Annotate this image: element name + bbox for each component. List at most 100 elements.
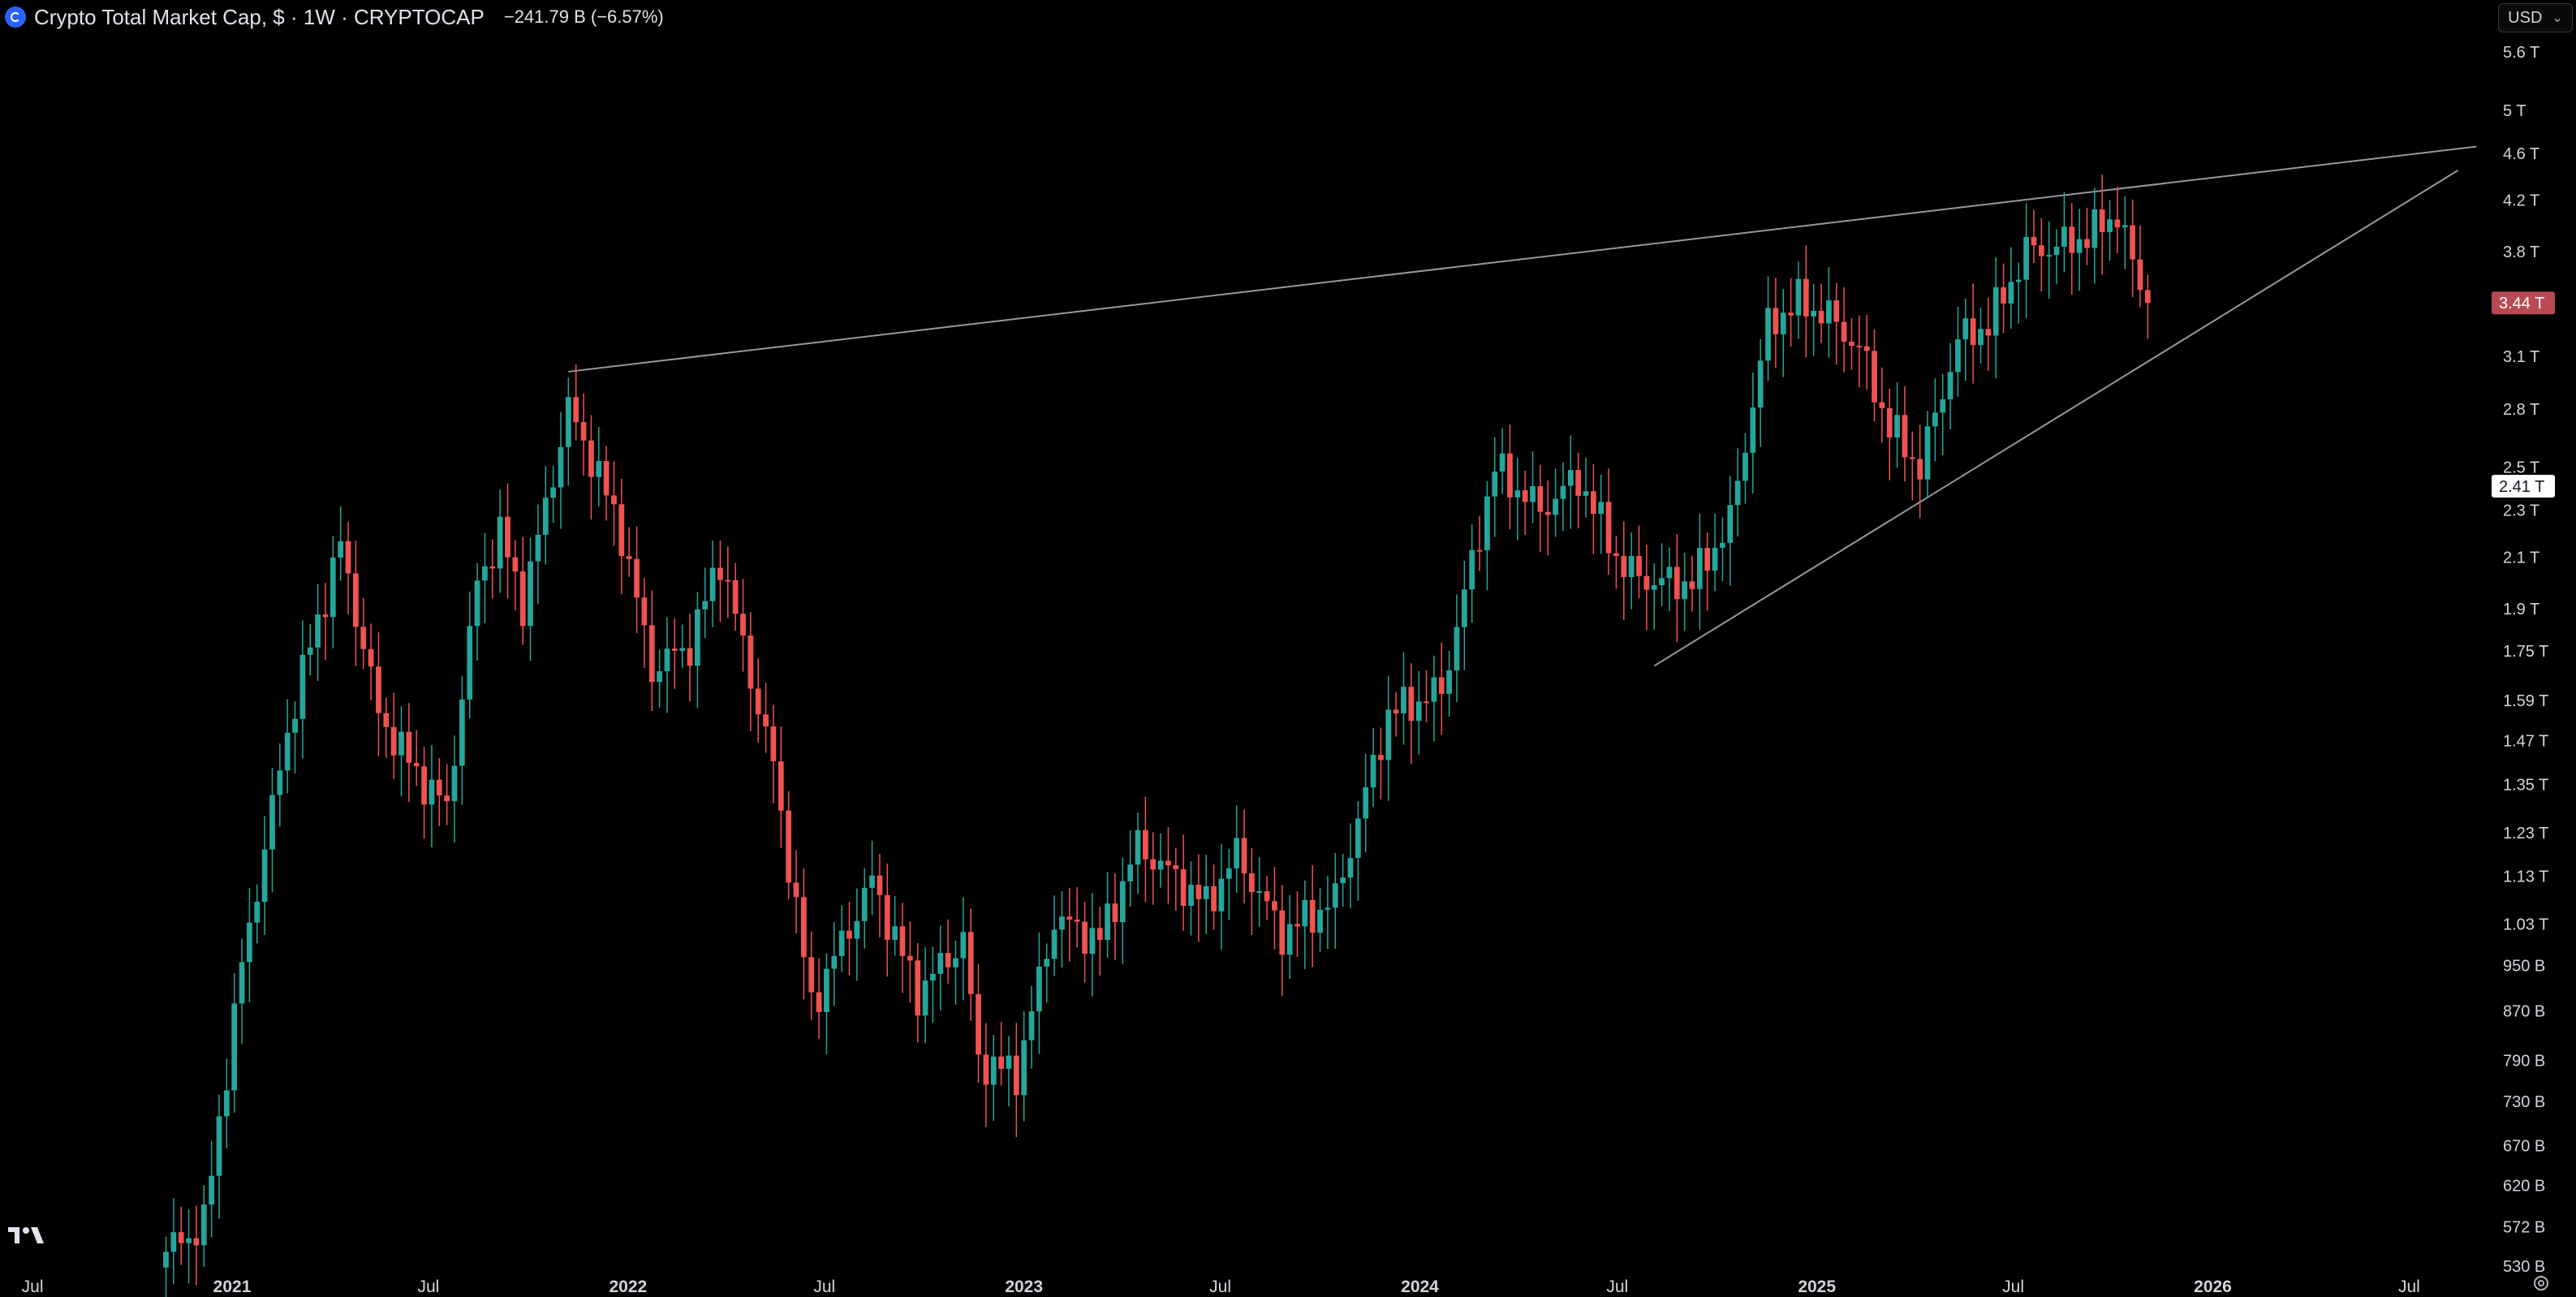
candle — [170, 1198, 177, 1285]
candle — [1066, 887, 1073, 962]
y-tick-label: 1.59 T — [2503, 692, 2548, 710]
candle — [261, 816, 268, 935]
candle — [1499, 428, 1506, 494]
candle — [2122, 196, 2128, 269]
candle — [1553, 468, 1558, 537]
candle — [778, 726, 784, 848]
candle — [626, 527, 632, 577]
y-tick-label: 530 B — [2503, 1258, 2545, 1276]
candle — [1089, 893, 1096, 997]
candle — [307, 623, 313, 675]
candle — [1947, 343, 1954, 429]
candle — [2031, 209, 2037, 264]
candle — [1757, 338, 1764, 447]
candle — [2137, 225, 2143, 308]
candle — [565, 377, 571, 486]
price-axis[interactable]: 530 B 572 B 620 B 670 B 730 B 790 B 870 B 950 B… — [2492, 44, 2555, 1276]
x-tick-label: 2022 — [609, 1278, 647, 1296]
candle — [1279, 885, 1286, 997]
y-tick-label: 2.5 T — [2503, 459, 2539, 477]
candle — [1051, 895, 1058, 976]
x-tick-label: Jul — [1606, 1278, 1628, 1296]
candle — [1363, 753, 1369, 853]
candle — [398, 706, 404, 797]
candle — [1560, 462, 1566, 532]
candle — [1978, 307, 1984, 364]
candle — [1750, 373, 1756, 494]
candle — [376, 632, 381, 756]
candle — [550, 465, 556, 523]
candle — [1795, 261, 1802, 339]
candle — [178, 1206, 184, 1265]
candle — [1347, 823, 1354, 909]
candle — [831, 921, 838, 1006]
candle — [1096, 906, 1103, 976]
candle — [353, 541, 359, 666]
candle — [922, 946, 928, 1044]
trendline-2[interactable] — [1653, 170, 2459, 667]
cryptocap-logo-icon — [5, 6, 26, 28]
candle — [846, 902, 852, 976]
candle — [1294, 891, 1300, 957]
candle — [1408, 663, 1415, 765]
candle — [1378, 727, 1384, 799]
trendline-1[interactable] — [568, 145, 2477, 373]
time-axis[interactable]: Jul 2021 Jul 2022 Jul 2023 Jul 2024 Jul 2025 Jul 20… — [22, 1278, 2420, 1296]
candle — [618, 479, 625, 595]
candle — [558, 412, 564, 529]
candle — [1940, 373, 1946, 456]
candle — [292, 701, 298, 773]
candle — [1788, 278, 1794, 347]
crosshair-price-label: 2.41 T — [2492, 474, 2555, 498]
trendline-layer[interactable] — [568, 145, 2477, 667]
y-tick-label: 1.9 T — [2503, 601, 2539, 618]
candle — [1028, 985, 1035, 1069]
candle — [1970, 283, 1976, 384]
candle — [413, 730, 420, 786]
candles-layer — [163, 175, 2151, 1297]
candle — [1272, 867, 1277, 950]
candle — [1636, 525, 1642, 598]
candle — [1962, 299, 1969, 381]
candle — [861, 868, 868, 949]
candle — [1415, 670, 1422, 755]
candle — [1248, 847, 1255, 935]
candle — [2015, 262, 2022, 324]
svg-text:3.44 T: 3.44 T — [2499, 295, 2544, 312]
symbol-title[interactable]: Crypto Total Market Cap, $ · 1W · CRYPTO… — [34, 4, 485, 29]
candle — [611, 461, 617, 546]
candle — [580, 393, 587, 476]
candle — [2107, 200, 2113, 261]
price-change: −241.79 B (−6.57%) — [503, 6, 664, 27]
x-tick-label: 2023 — [1005, 1278, 1043, 1296]
candle — [687, 613, 693, 702]
candle — [732, 562, 739, 631]
y-tick-label: 1.75 T — [2503, 643, 2548, 661]
candle — [223, 1058, 230, 1148]
tradingview-logo-icon[interactable] — [8, 1224, 47, 1247]
candle — [2038, 218, 2044, 292]
candle — [1226, 848, 1232, 920]
candle — [1598, 474, 1605, 554]
candle — [953, 941, 958, 1005]
candle — [1211, 864, 1217, 930]
candle — [854, 888, 860, 981]
gear-icon[interactable] — [2531, 1273, 2552, 1294]
candle — [1712, 513, 1718, 592]
candle — [1666, 547, 1673, 612]
y-tick-label: 1.23 T — [2503, 825, 2548, 842]
y-tick-label: 572 B — [2503, 1219, 2545, 1237]
candle — [998, 1021, 1004, 1086]
candle — [793, 850, 799, 934]
candle — [1446, 650, 1452, 717]
candle — [770, 705, 777, 804]
currency-selector[interactable]: USD ⌄ — [2498, 3, 2573, 32]
candle — [930, 946, 936, 1023]
candle — [459, 675, 465, 805]
candle — [1127, 829, 1134, 907]
candle — [1522, 470, 1528, 536]
candle — [519, 536, 526, 645]
candle — [884, 863, 890, 977]
candle — [345, 521, 351, 614]
